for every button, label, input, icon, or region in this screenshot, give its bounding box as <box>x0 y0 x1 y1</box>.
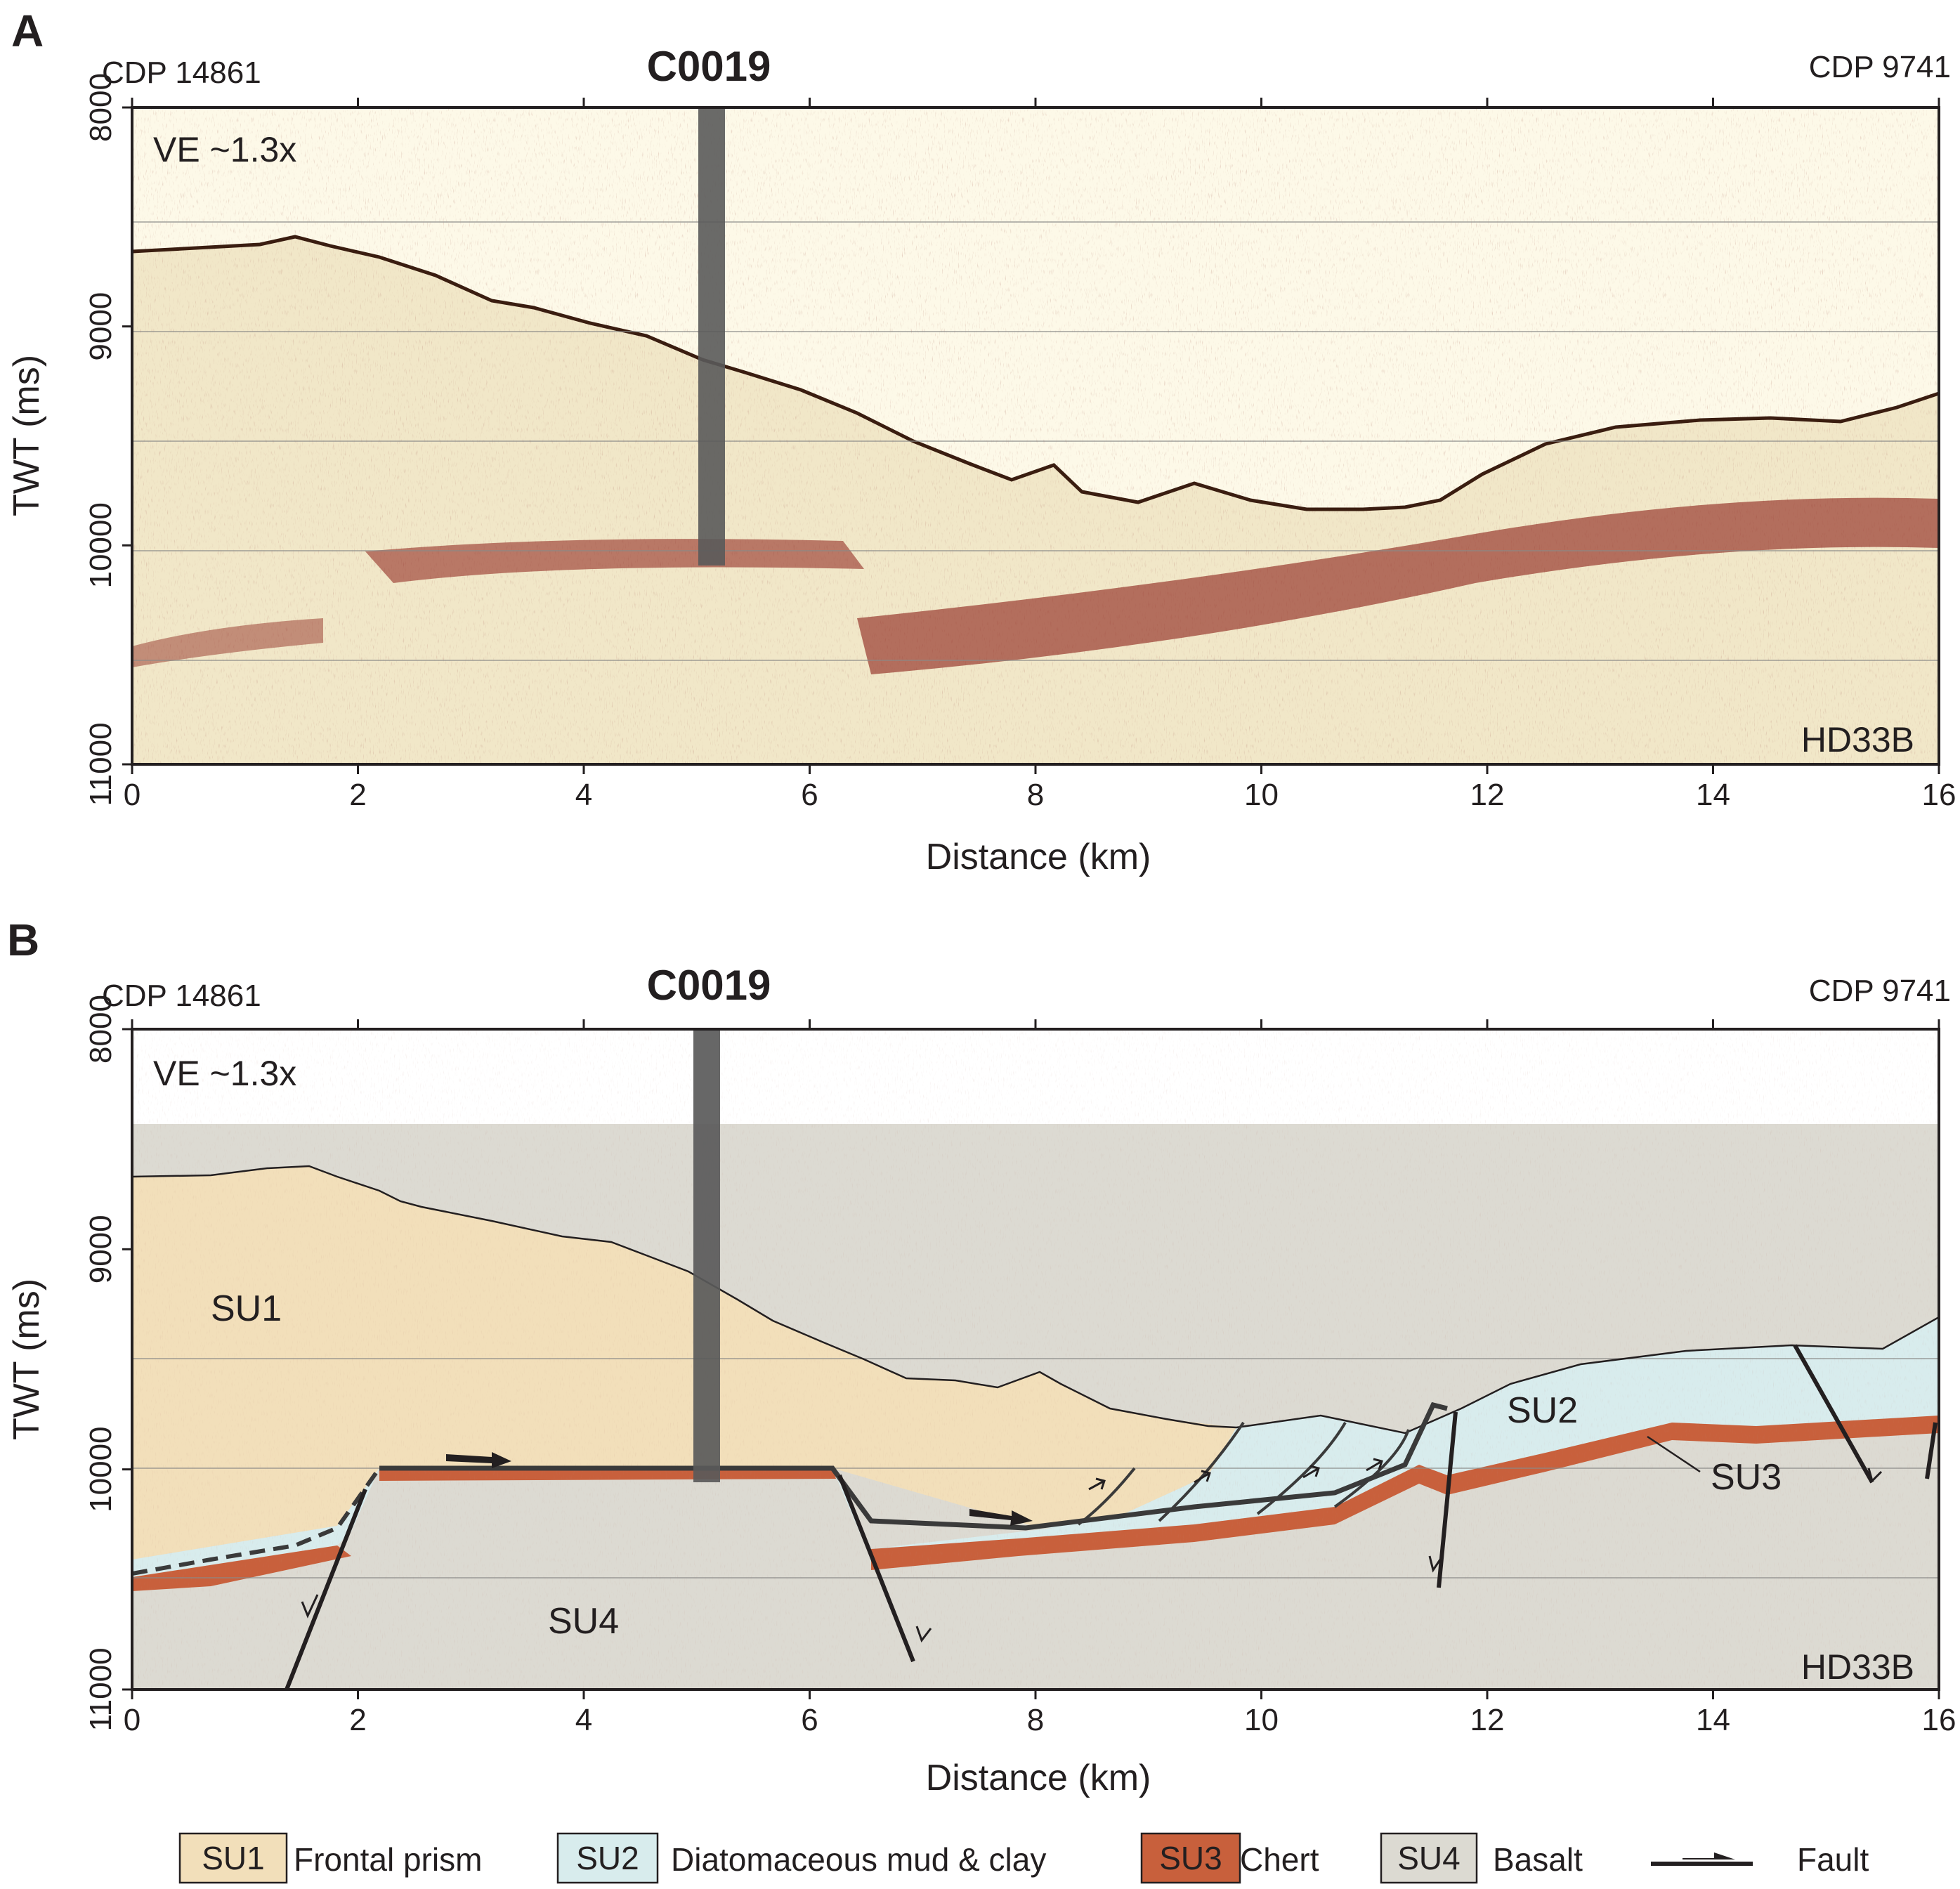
panel-b-xtick-label: 16 <box>1922 1703 1956 1737</box>
panel-a-xtick-label: 6 <box>801 778 818 812</box>
fault-left <box>285 1488 367 1689</box>
panel-a-ytick-label: 9000 <box>84 292 118 361</box>
legend-text-su4: Basalt <box>1493 1841 1583 1878</box>
panel-b-line-name: HD33B <box>1801 1647 1914 1687</box>
seafloor-reflector <box>132 235 1939 511</box>
legend-item-fault: Fault <box>1651 1841 1869 1878</box>
panel-b-xtick-label: 14 <box>1696 1703 1730 1737</box>
fault-sense-marks <box>301 1458 1883 1643</box>
legend-swatch-su3 <box>1140 1832 1241 1884</box>
panel-b-cdp-right: CDP 9741 <box>1809 974 1951 1008</box>
panel-b-site-label: C0019 <box>647 962 771 1009</box>
panel-a-line-name: HD33B <box>1801 720 1914 759</box>
panel-a-letter: A <box>11 6 44 56</box>
faults <box>285 1344 1938 1689</box>
reflector-band-right <box>857 497 1939 674</box>
legend-code-su1: SU1 <box>202 1840 264 1876</box>
panel-a-xtick-label: 0 <box>124 778 141 812</box>
panel-b-xlabel: Distance (km) <box>926 1758 1151 1798</box>
panel-a-ylabel: TWT (ms) <box>6 355 47 516</box>
legend-code-su2: SU2 <box>576 1840 639 1876</box>
panel-a-ytick-label: 10000 <box>84 502 118 588</box>
panel-a-xtick-label: 16 <box>1922 778 1956 812</box>
slip-arrow-lower <box>969 1509 1033 1526</box>
legend-fault-arrow-icon <box>1683 1852 1735 1859</box>
inferred-fault <box>132 1467 381 1576</box>
unit-label-su2: SU2 <box>1507 1390 1578 1431</box>
panel-b: B CDP 14861 CDP 9741 C0019 <box>6 915 1956 1798</box>
borehole-c0019 <box>698 107 725 566</box>
panel-b-xtick-label: 4 <box>575 1703 592 1737</box>
panel-a-xtick-label: 4 <box>575 778 592 812</box>
thrust-4 <box>1333 1429 1410 1508</box>
panel-b-ylabel: TWT (ms) <box>6 1279 47 1440</box>
panel-a-ve: VE ~1.3x <box>153 130 296 169</box>
interpreted-section <box>132 1029 1939 1689</box>
panel-a-xtick-label: 14 <box>1696 778 1730 812</box>
legend-swatch-su1 <box>178 1832 288 1884</box>
panel-b-ve: VE ~1.3x <box>153 1054 296 1093</box>
legend-text-su2: Diatomaceous mud & clay <box>671 1841 1046 1878</box>
panel-b-cdp-left: CDP 14861 <box>102 979 261 1013</box>
panel-b-letter: B <box>7 915 39 965</box>
unit-label-su1: SU1 <box>211 1288 282 1329</box>
panel-a-ytick-label: 11000 <box>84 722 118 806</box>
fault-center <box>837 1474 915 1663</box>
panel-b-xtick-label: 8 <box>1027 1703 1044 1737</box>
legend-code-su4: SU4 <box>1397 1840 1460 1876</box>
legend-item-su2: SU2 Diatomaceous mud & clay <box>556 1832 1046 1884</box>
thrust-1 <box>1077 1467 1136 1526</box>
legend-text-su3: Chert <box>1240 1841 1319 1878</box>
panel-a-xtick-label: 8 <box>1027 778 1044 812</box>
panel-a-xtick-label: 12 <box>1470 778 1505 812</box>
panel-b-xtick-label: 12 <box>1470 1703 1505 1737</box>
legend: SU1 Frontal prism SU2 Diatomaceous mud &… <box>178 1832 1869 1884</box>
legend-swatch-su2 <box>556 1832 659 1884</box>
legend-item-su3: SU3 Chert <box>1140 1832 1319 1884</box>
legend-item-su4: SU4 Basalt <box>1380 1832 1583 1884</box>
panel-b-xtick-label: 10 <box>1244 1703 1279 1737</box>
panel-b-xtick-label: 0 <box>124 1703 141 1737</box>
panel-a-xlabel: Distance (km) <box>926 837 1151 877</box>
reflector-band-far-left <box>132 618 323 667</box>
panel-a-site-label: C0019 <box>647 43 771 90</box>
seismic-profile <box>132 107 1939 764</box>
twt-gridlines <box>132 221 1939 661</box>
slip-arrow-upper <box>446 1452 511 1468</box>
panel-b-ytick-label: 11000 <box>84 1647 118 1731</box>
panel-a-xtick-label: 10 <box>1244 778 1279 812</box>
fault-far-right <box>1793 1344 1874 1484</box>
reflector-band-left <box>365 539 864 583</box>
panel-b-ytick-label: 9000 <box>84 1215 118 1283</box>
seismic-noise <box>132 107 1939 764</box>
panel-b-ytick-label: 8000 <box>84 995 118 1064</box>
fault-right <box>1437 1411 1458 1588</box>
panel-a-ytick-label: 8000 <box>84 73 118 142</box>
panel-a-axes: 0 2 4 6 8 10 12 14 16 8000 9000 10000 11000 <box>84 73 1956 812</box>
panel-a-cdp-left: CDP 14861 <box>102 55 261 90</box>
legend-item-su1: SU1 Frontal prism <box>178 1832 482 1884</box>
panel-b-xtick-label: 2 <box>349 1703 366 1737</box>
slip-arrows <box>446 1452 1033 1526</box>
panel-a: A CDP 14861 CDP 9741 C0019 VE ~1.3x HD33… <box>6 6 1956 877</box>
legend-code-su3: SU3 <box>1159 1840 1222 1876</box>
panel-b-axes: 0 2 4 6 8 10 12 14 16 8000 9000 10000 11000 <box>84 995 1956 1737</box>
panel-a-cdp-right: CDP 9741 <box>1809 50 1951 84</box>
legend-text-fault: Fault <box>1797 1841 1869 1878</box>
legend-text-su1: Frontal prism <box>294 1841 482 1878</box>
unit-label-su4: SU4 <box>548 1601 619 1642</box>
thrust-2 <box>1158 1421 1245 1522</box>
seafloor-line <box>132 1165 1939 1434</box>
su3-leader <box>1647 1435 1701 1473</box>
legend-swatch-su4 <box>1380 1832 1478 1884</box>
panel-b-ytick-label: 10000 <box>84 1426 118 1512</box>
panel-a-xtick-label: 2 <box>349 778 366 812</box>
fault-edge <box>1925 1422 1938 1479</box>
borehole-c0019-b <box>693 1029 720 1482</box>
panel-b-xtick-label: 6 <box>801 1703 818 1737</box>
unit-label-su3: SU3 <box>1711 1457 1782 1498</box>
